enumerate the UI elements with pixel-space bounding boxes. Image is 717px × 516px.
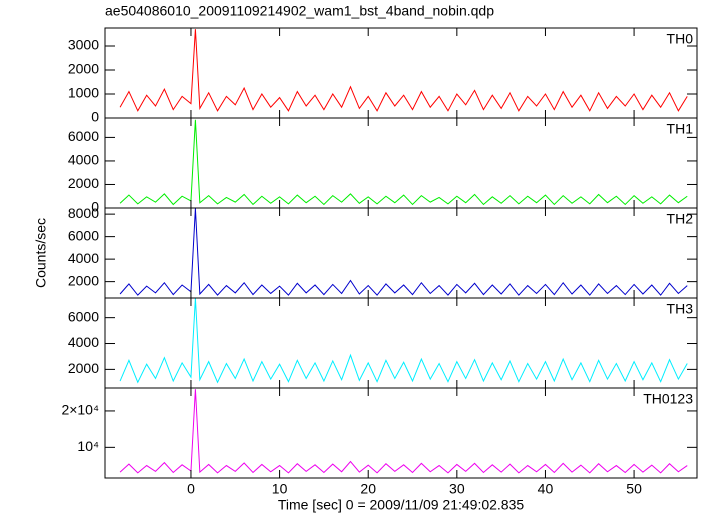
x-tick-label: 30 [449,481,465,497]
x-tick-label: 40 [538,481,554,497]
y-tick-label: 4000 [68,250,99,266]
x-tick-label: 0 [187,481,195,497]
panel-label: TH3 [667,301,694,317]
chart-title: ae504086010_20091109214902_wam1_bst_4ban… [105,3,494,19]
y-tick-label: 1000 [68,85,99,101]
panel-frame [104,27,698,119]
x-axis-label: Time [sec] 0 = 2009/11/09 21:49:02.835 [278,497,525,513]
y-tick-label: 4000 [68,152,99,168]
panel-label: TH0 [667,31,694,47]
y-tick-label: 4000 [68,334,99,350]
panel-label: TH1 [667,121,694,137]
y-tick-label: 6000 [68,128,99,144]
y-tick-label: 0 [91,109,99,125]
series-line [119,29,688,112]
y-tick-label: 2000 [68,175,99,191]
series-line [119,389,688,474]
panel-label: TH2 [667,211,694,227]
y-tick-label: 6000 [68,308,99,324]
y-tick-label: 2×10⁴ [61,402,99,418]
y-tick-label: 0 [91,199,99,215]
x-tick-label: 20 [360,481,376,497]
y-axis-label: Counts/sec [33,218,49,288]
panel-frame [104,117,698,209]
panel-frame [104,387,698,479]
panel-frame [104,297,698,389]
y-tick-label: 8000 [68,205,99,221]
x-tick-label: 10 [272,481,288,497]
x-tick-label: 50 [626,481,642,497]
y-tick-label: 3000 [68,37,99,53]
series-line [119,119,688,206]
series-line [119,208,688,296]
y-tick-label: 2000 [68,61,99,77]
y-tick-label: 10⁴ [77,438,99,454]
series-line [119,298,688,384]
y-tick-label: 2000 [68,272,99,288]
panel-frame [104,207,698,299]
y-tick-label: 2000 [68,360,99,376]
panel-label: TH0123 [643,391,693,407]
y-tick-label: 6000 [68,227,99,243]
